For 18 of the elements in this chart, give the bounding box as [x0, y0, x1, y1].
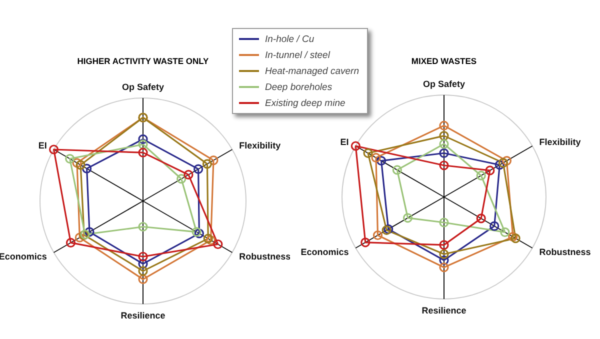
spoke-label: Economics — [300, 247, 349, 258]
chart-title: MIXED WASTES — [411, 56, 477, 66]
spoke-label: Op Safety — [122, 82, 164, 92]
spoke-label: Flexibility — [539, 137, 581, 148]
spoke-label: EI — [340, 137, 349, 148]
legend-label: Deep boreholes — [265, 82, 332, 92]
spoke-label: Robustness — [539, 247, 591, 258]
spoke-label: Resilience — [422, 305, 466, 316]
spoke-label: EI — [38, 140, 47, 151]
legend-label: Heat-managed cavern — [265, 66, 359, 76]
legend-label: In-tunnel / steel — [265, 50, 330, 60]
text: HIGHER ACTIVITY WASTE ONLY — [77, 56, 209, 66]
spoke-label: Robustness — [239, 252, 291, 262]
legend-label: Existing deep mine — [265, 98, 346, 108]
spoke-label: Flexibility — [239, 140, 281, 151]
spoke-label: Resilience — [120, 310, 166, 320]
legend-label: In-hole / Cu — [265, 34, 314, 44]
spoke-label: Op Safety — [422, 79, 466, 89]
